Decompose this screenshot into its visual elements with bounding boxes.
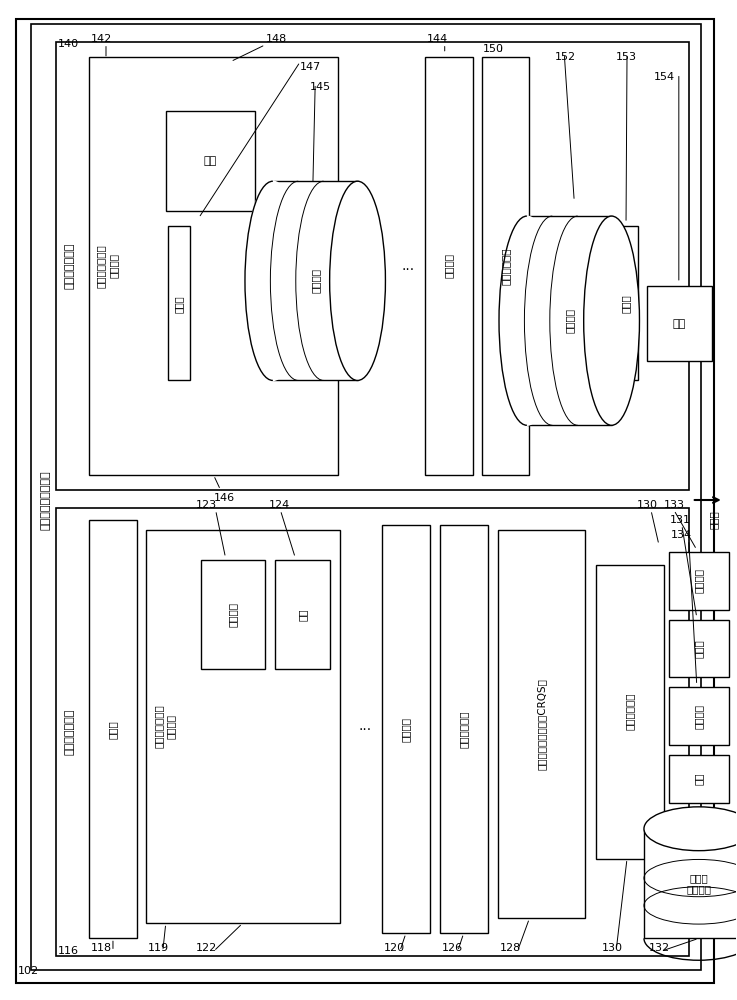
Bar <box>527 216 612 425</box>
Text: 119: 119 <box>148 943 169 953</box>
Text: 本地策略: 本地策略 <box>228 602 237 627</box>
Text: 128: 128 <box>500 943 521 953</box>
Text: 认证工作者组件: 认证工作者组件 <box>96 244 106 288</box>
Text: 122: 122 <box>195 943 217 953</box>
Text: 处理器: 处理器 <box>108 720 118 739</box>
Text: 120: 120 <box>384 943 405 953</box>
Bar <box>497 530 585 918</box>
Text: 其它: 其它 <box>204 156 217 166</box>
Bar <box>669 687 729 745</box>
Bar <box>273 181 357 380</box>
Bar <box>56 42 689 490</box>
Bar <box>669 755 729 803</box>
Text: 认证工作者组件: 认证工作者组件 <box>154 704 164 748</box>
Text: 130: 130 <box>637 500 658 510</box>
Text: 152: 152 <box>555 52 576 62</box>
Text: 133: 133 <box>664 500 685 510</box>
Bar <box>669 620 729 677</box>
Bar <box>481 57 529 475</box>
Text: 140: 140 <box>58 39 80 49</box>
Ellipse shape <box>584 216 640 425</box>
Text: 148: 148 <box>265 34 287 44</box>
Text: 144: 144 <box>427 34 448 44</box>
Bar <box>56 508 689 956</box>
Ellipse shape <box>644 807 737 851</box>
Text: 145: 145 <box>310 82 332 92</box>
Text: 认证前端系统: 认证前端系统 <box>500 247 511 285</box>
Text: 130: 130 <box>602 943 623 953</box>
Text: 处理器: 处理器 <box>174 295 184 313</box>
Text: 154: 154 <box>654 72 675 82</box>
Text: 请求队列: 请求队列 <box>694 568 704 593</box>
Text: 管理机器: 管理机器 <box>166 714 175 739</box>
Text: 134: 134 <box>671 530 692 540</box>
Bar <box>440 525 488 933</box>
Bar <box>200 560 265 669</box>
Text: 118: 118 <box>91 943 112 953</box>
Text: 102: 102 <box>18 966 40 976</box>
Text: 多租户工作负载系统: 多租户工作负载系统 <box>41 470 50 530</box>
Bar <box>276 560 330 669</box>
Text: 到网络: 到网络 <box>709 511 719 529</box>
Text: 签名校验组件: 签名校验组件 <box>625 692 635 730</box>
Text: 123: 123 <box>195 500 217 510</box>
Bar <box>647 286 712 361</box>
Text: 147: 147 <box>300 62 321 72</box>
Text: 服务器: 服务器 <box>694 639 704 658</box>
Text: 批准的
请求队列: 批准的 请求队列 <box>686 873 711 894</box>
Text: 多租户容量系统: 多租户容量系统 <box>64 243 74 289</box>
Bar <box>168 226 189 380</box>
Text: ...: ... <box>358 719 371 733</box>
Bar <box>166 111 256 211</box>
Text: 管理机器: 管理机器 <box>401 717 411 742</box>
Ellipse shape <box>245 181 301 380</box>
Text: 其它: 其它 <box>672 319 685 329</box>
Text: 容量机器: 容量机器 <box>444 253 454 278</box>
Bar <box>425 57 472 475</box>
Text: 其它: 其它 <box>694 773 704 785</box>
Text: 146: 146 <box>214 493 234 503</box>
Text: 131: 131 <box>670 515 691 525</box>
Text: 153: 153 <box>616 52 637 62</box>
Text: 142: 142 <box>91 34 112 44</box>
Text: 124: 124 <box>268 500 290 510</box>
Text: 服务器: 服务器 <box>621 294 631 313</box>
Text: 150: 150 <box>483 44 503 54</box>
Ellipse shape <box>329 181 385 380</box>
Text: 116: 116 <box>58 946 79 956</box>
Text: 容量机器: 容量机器 <box>109 253 119 278</box>
Text: 132: 132 <box>649 943 670 953</box>
Text: 126: 126 <box>441 943 463 953</box>
Bar <box>615 226 638 380</box>
Bar <box>596 565 664 859</box>
Text: ...: ... <box>401 259 414 273</box>
Bar <box>89 57 338 475</box>
Bar <box>669 552 729 610</box>
Text: 认证前端系统: 认证前端系统 <box>458 710 469 748</box>
Text: 多租户管理系统: 多租户管理系统 <box>64 709 74 755</box>
Text: 其它: 其它 <box>297 608 307 621</box>
Ellipse shape <box>499 216 555 425</box>
Bar <box>89 520 137 938</box>
Bar <box>382 525 430 933</box>
Text: 本地策略: 本地策略 <box>310 268 320 293</box>
Bar <box>146 530 340 923</box>
Text: 本地策略: 本地策略 <box>694 704 704 729</box>
Text: 本地策略: 本地策略 <box>565 308 574 333</box>
Bar <box>644 829 737 938</box>
Text: 命令请求队列系统（CRQS）: 命令请求队列系统（CRQS） <box>537 678 546 770</box>
